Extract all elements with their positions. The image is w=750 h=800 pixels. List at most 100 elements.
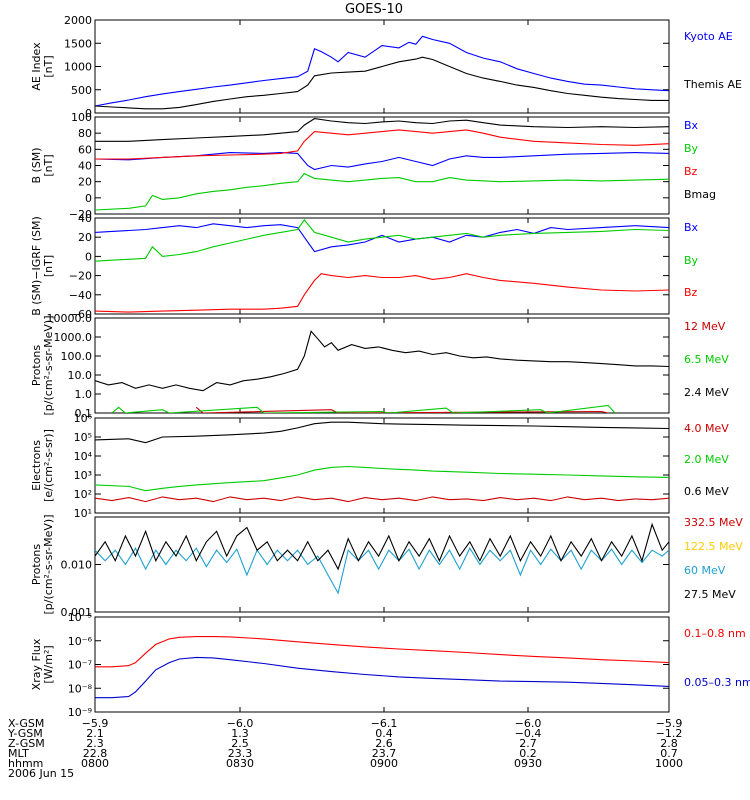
y-axis-label: B (SM)[nT] [30, 147, 55, 183]
y-axis-label-line: B (SM)−IGRF (SM) [30, 216, 43, 316]
y-tick-label: −20 [69, 208, 92, 221]
coord-row-label: MLT [8, 747, 29, 760]
coord-value: −6.0 [227, 717, 254, 730]
series-ae-1 [95, 56, 669, 110]
y-axis-label: B (SM)−IGRF (SM)[nT] [30, 216, 55, 316]
y-tick-label: 100.0 [61, 350, 93, 363]
y-tick-label: 1.0 [75, 388, 93, 401]
panel-electrons: 10¹ 10² 10³ 10⁴ 10⁵ 10⁶ Electrons[e/(cm²-s-sr)… [30, 412, 729, 520]
series-protons_high-1 [111, 404, 616, 413]
y-tick-label: 10¹ [74, 507, 92, 520]
y-axis-label-line: AE Index [30, 42, 43, 91]
y-axis-label-line: Protons [30, 544, 43, 585]
legend-protons_epead-0: 332.5 MeV [684, 516, 743, 529]
y-tick-label: 10⁻⁸ [68, 682, 93, 695]
y-tick-label: 0 [85, 107, 92, 120]
y-tick-label: 0.001 [61, 606, 93, 619]
y-tick-label: 10² [74, 488, 92, 501]
coord-value: 1000 [655, 757, 683, 770]
panel-frame [94, 417, 670, 514]
legend-electrons-1: 2.0 MeV [684, 453, 729, 466]
panel-frame [94, 616, 670, 713]
series-electrons-0 [95, 496, 669, 503]
panel-xray: 10⁻⁹ 10⁻⁸ 10⁻⁷ 10⁻⁶ 10⁻⁵ Xray Flux[W/m²] 0.1–0… [30, 611, 750, 719]
date-label: 2006 Jun 15 [8, 767, 74, 780]
y-axis-label-line: Electrons [30, 440, 43, 491]
legend-electrons-2: 0.6 MeV [684, 485, 729, 498]
panel-frame [94, 516, 670, 613]
y-axis-label: Protons[p/(cm²-s-sr-MeV)] [30, 316, 55, 416]
y-tick-label: 0.010 [61, 559, 93, 572]
y-tick-label: 0.1 [75, 407, 93, 420]
coord-value: −5.9 [656, 717, 683, 730]
y-tick-label: 10⁴ [74, 450, 93, 463]
y-tick-label: 10⁻⁵ [68, 611, 92, 624]
y-axis-label-line: [p/(cm²-s-sr-MeV)] [42, 316, 55, 416]
legend-protons_high-1: 6.5 MeV [684, 353, 729, 366]
y-tick-label: 10⁵ [74, 431, 92, 444]
coord-value: −6.1 [371, 717, 398, 730]
legend-b_sm-2: Bz [684, 165, 698, 178]
coord-value: −0.4 [515, 727, 542, 740]
y-tick-label: 10⁶ [74, 412, 93, 425]
series-b_igrf-1 [95, 218, 669, 262]
series-xray-1 [95, 656, 669, 699]
y-axis-label-line: [nT] [42, 55, 55, 77]
panel-b_igrf: −60 −40 −20 0 20 40 B (SM)−IGRF (SM)[nT] Bx By Bz [30, 212, 699, 321]
y-axis-label: Electrons[e/(cm²-s-sr)] [30, 429, 55, 502]
y-tick-label: 0 [85, 192, 92, 205]
y-tick-label: −20 [69, 270, 92, 283]
legend-electrons-0: 4.0 MeV [684, 422, 729, 435]
y-axis-label-line: [nT] [42, 255, 55, 277]
coord-value: 23.7 [372, 747, 397, 760]
y-axis-label: Protons[p/(cm²-s-sr-MeV)] [30, 515, 55, 615]
coord-value: 22.8 [83, 747, 108, 760]
y-tick-label: 10⁻⁹ [68, 706, 92, 719]
coord-value: 0930 [514, 757, 542, 770]
coord-value: 23.3 [228, 747, 253, 760]
legend-b_igrf-1: By [684, 254, 699, 267]
series-b_igrf-0 [95, 223, 669, 253]
series-ae-0 [95, 35, 669, 107]
series-protons_epead-3 [95, 522, 669, 571]
series-protons_epead-2 [95, 547, 669, 595]
legend-b_igrf-2: Bz [684, 286, 698, 299]
legend-b_sm-3: Bmag [684, 188, 716, 201]
series-xray-0 [95, 636, 669, 668]
series-electrons-1 [95, 465, 669, 492]
panel-ae: 0 500 1000 1500 2000 AE Index[nT] Kyoto AE Them… [30, 14, 742, 120]
series-b_sm-1 [95, 172, 669, 211]
legend-b_sm-1: By [684, 142, 699, 155]
y-axis-label: Xray Flux[W/m²] [30, 638, 55, 690]
coord-row-label: Z-GSM [8, 737, 45, 750]
coord-value: 2.3 [86, 737, 104, 750]
coord-value: 0830 [226, 757, 254, 770]
y-axis-label-line: [e/(cm²-s-sr)] [42, 429, 55, 502]
y-tick-label: 100 [71, 111, 92, 124]
legend-xray-1: 0.05–0.3 nm [684, 676, 750, 689]
y-tick-label: 10³ [74, 469, 92, 482]
y-tick-label: 10⁻⁷ [68, 659, 92, 672]
y-tick-label: 10.0 [68, 369, 93, 382]
y-tick-label: 500 [71, 84, 92, 97]
panel-frame [94, 317, 670, 414]
y-tick-label: 0 [85, 250, 92, 263]
coord-value: 2.5 [231, 737, 249, 750]
y-tick-label: 10000.0 [47, 312, 93, 325]
y-tick-label: 20 [78, 176, 92, 189]
legend-b_igrf-0: Bx [684, 221, 699, 234]
y-axis-label-line: Xray Flux [30, 638, 43, 690]
y-axis-label-line: Protons [30, 345, 43, 386]
coord-value: 2.6 [375, 737, 393, 750]
coord-row-label: X-GSM [8, 717, 44, 730]
series-b_sm-0 [95, 152, 669, 171]
y-tick-label: 2000 [64, 14, 92, 27]
y-tick-label: 40 [78, 212, 92, 225]
coordinate-table: X-GSM −5.9 −6.0 −6.1 −6.0 −5.9 Y-GSM 2.1 1.3 0.4 −… [7, 717, 683, 780]
legend-protons_epead-2: 60 MeV [684, 564, 726, 577]
y-axis-label-line: [nT] [42, 154, 55, 176]
legend-ae-1: Themis AE [683, 78, 742, 91]
panel-b_sm: −20 0 20 40 60 80 100 B (SM)[nT] Bx By Bz Bmag [30, 111, 716, 221]
legend-b_sm-0: Bx [684, 119, 699, 132]
